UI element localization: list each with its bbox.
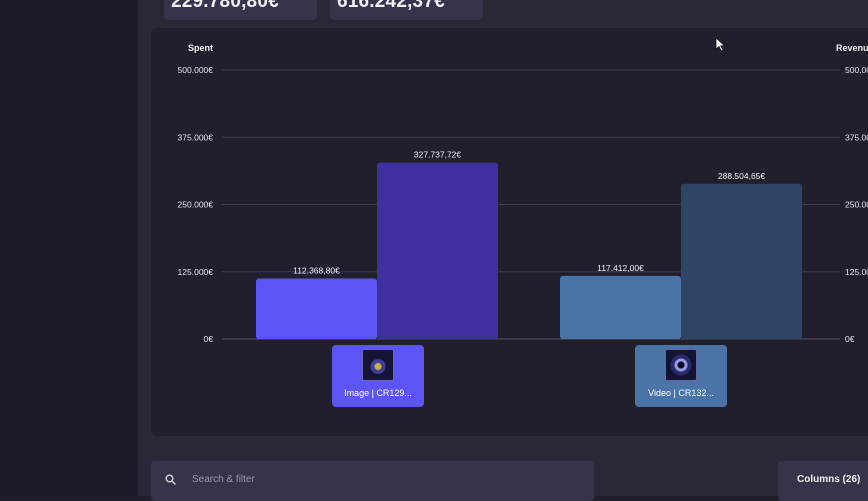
bar-spent[interactable] xyxy=(560,275,681,339)
bar-revenue[interactable] xyxy=(377,162,498,339)
y-tick-label-right: 375.000€ xyxy=(845,132,868,142)
y-tick-label-right: 0€ xyxy=(845,334,855,344)
bar-value-label: 112.368,80€ xyxy=(293,266,340,276)
creative-thumbnail-image[interactable]: Image | CR129... xyxy=(332,345,424,407)
y-tick-label-left: 500.000€ xyxy=(178,65,214,75)
creative-preview-image xyxy=(362,349,394,381)
y-tick-label-right: 500.000€ xyxy=(845,65,868,75)
y-tick-label-right: 125.000€ xyxy=(845,267,868,277)
y-tick-label-left: 0€ xyxy=(204,334,214,344)
y-tick-label-left: 250.000€ xyxy=(178,200,214,210)
kpi-card-spent[interactable]: 229.780,80€ xyxy=(164,0,317,20)
y-tick-label-left: 125.000€ xyxy=(178,267,214,277)
y-tick-label-left: 375.000€ xyxy=(178,132,214,142)
mouse-cursor-icon xyxy=(715,37,726,52)
bar-value-label: 327.737,72€ xyxy=(414,150,462,160)
sidebar xyxy=(0,0,138,496)
left-axis-title: Spent xyxy=(188,43,213,53)
bar-value-label: 117.412,00€ xyxy=(597,263,644,273)
right-axis-title: Revenue xyxy=(836,43,868,53)
kpi-card-revenue[interactable]: 616.242,37€ xyxy=(330,0,483,20)
thumbnail-label: Image | CR129... xyxy=(344,388,412,398)
columns-button-label: Columns (26) xyxy=(797,474,861,485)
search-input[interactable]: Search & filter xyxy=(192,474,255,485)
creative-preview-video xyxy=(665,349,697,381)
kpi-value: 229.780,80€ xyxy=(171,0,279,12)
columns-button[interactable]: Columns (26) xyxy=(778,461,868,501)
bar-revenue[interactable] xyxy=(681,183,802,339)
search-icon xyxy=(165,474,176,485)
thumbnail-label: Video | CR132... xyxy=(648,388,714,398)
bar-value-label: 288.504,65€ xyxy=(718,171,766,181)
y-tick-label-right: 250.000€ xyxy=(845,200,868,210)
bar-spent[interactable] xyxy=(256,278,377,339)
kpi-value: 616.242,37€ xyxy=(337,0,445,12)
search-filter-bar[interactable]: Search & filter xyxy=(151,461,594,501)
creative-thumbnail-video[interactable]: Video | CR132... xyxy=(635,345,727,407)
